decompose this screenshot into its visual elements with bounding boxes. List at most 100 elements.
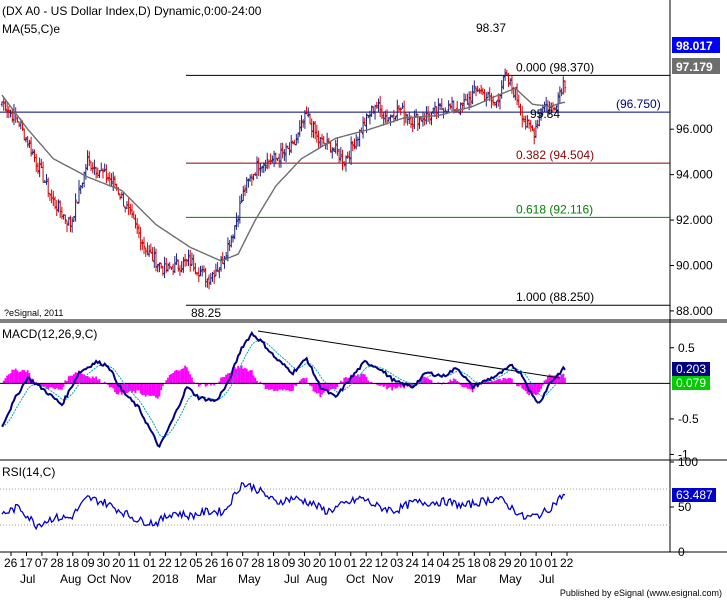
x-day-label: 01 (344, 556, 358, 570)
ma-badge-bg (672, 58, 720, 74)
x-day-label: 03 (390, 556, 404, 570)
x-day-label: 18 (267, 556, 281, 570)
x-day-label: 07 (236, 556, 250, 570)
x-day-label: 14 (421, 556, 435, 570)
x-day-label: 26 (4, 556, 18, 570)
annotation-swing-low: 95.84 (530, 107, 560, 121)
x-day-label: 08 (483, 556, 497, 570)
y-tick-label: 96.000 (676, 122, 713, 136)
footer-publisher: Published by eSignal (www.esignal.com) (560, 588, 722, 598)
chart-title: (DX A0 - US Dollar Index,D) Dynamic,0:00… (2, 4, 262, 18)
rsi-y-tick-label: 100 (678, 455, 698, 469)
signal-badge-bg (672, 376, 710, 390)
annotation-high: 98.37 (476, 21, 506, 35)
x-day-label: 30 (297, 556, 311, 570)
x-day-label: 17 (19, 556, 33, 570)
rsi-y-axis: 100 50 0 (670, 455, 698, 559)
price-badge-bg (672, 37, 720, 53)
rsi-y-tick-label: 50 (678, 500, 692, 514)
main-y-axis: 88.000 90.000 92.000 94.000 96.000 (670, 122, 713, 318)
x-month-label: 2019 (414, 572, 441, 586)
x-day-label: 28 (50, 556, 64, 570)
x-day-label: 25 (452, 556, 466, 570)
rsi-y-tick-label: 0 (678, 545, 685, 559)
fib-level-labels: 0.000 (98.370) (96.750) 0.382 (94.504) 0.61… (516, 60, 661, 304)
price-candles (0, 68, 567, 290)
x-month-label: Mar (456, 572, 477, 586)
macd-signal-line (1, 340, 566, 438)
panel-frames (0, 0, 727, 553)
macd-trendline (257, 330, 561, 379)
x-month-label: Mar (196, 572, 217, 586)
x-day-label: 29 (498, 556, 512, 570)
fib-level-label: (96.750) (616, 97, 661, 111)
rsi-line (1, 481, 566, 531)
x-day-label: 12 (375, 556, 389, 570)
x-day-label: 20 (313, 556, 327, 570)
x-month-label: Jul (284, 572, 299, 586)
x-day-label: 01 (545, 556, 559, 570)
x-month-label: Nov (110, 572, 131, 586)
x-day-label: 20 (112, 556, 126, 570)
x-day-label: 10 (529, 556, 543, 570)
x-month-label: May (238, 572, 261, 586)
main-levels (0, 74, 670, 306)
x-axis-month-labels: Jul Aug Oct Nov 2018 Mar May Jul Aug Oct Nov 2019 Ma… (20, 572, 554, 586)
x-day-label: 22 (359, 556, 373, 570)
x-day-label: 04 (436, 556, 450, 570)
x-day-label: 18 (66, 556, 80, 570)
ma-badge-text: 97.179 (676, 60, 713, 74)
macd-y-tick-label: -0.5 (678, 412, 699, 426)
x-day-label: 09 (282, 556, 296, 570)
x-month-label: Jul (20, 572, 35, 586)
x-day-label: 30 (97, 556, 111, 570)
x-axis-day-labels: 26 17 07 28 18 09 30 20 11 01 22 12 05 26 16 07 28 18 09 30… (4, 552, 574, 570)
x-month-label: 2018 (152, 572, 179, 586)
macd-title: MACD(12,26,9,C) (2, 327, 97, 341)
x-day-label: 12 (174, 556, 188, 570)
y-tick-label: 94.000 (676, 168, 713, 182)
x-month-label: Aug (60, 572, 81, 586)
y-tick-label: 90.000 (676, 258, 713, 272)
price-badge: 98.017 (672, 37, 720, 53)
fib-level-label: 0.382 (94.504) (516, 148, 594, 162)
macd-badge-bg (672, 362, 710, 376)
y-tick-label: 88.000 (676, 304, 713, 318)
ma-legend: MA(55,C)e (2, 22, 60, 36)
x-day-label: 01 (143, 556, 157, 570)
macd-histogram (2, 365, 566, 399)
x-month-label: Oct (346, 572, 365, 586)
macd-y-axis: 0.5 -0.5 -1 (670, 341, 699, 461)
price-badge-text: 98.017 (676, 39, 713, 53)
x-day-label: 24 (406, 556, 420, 570)
y-tick-label: 92.000 (676, 213, 713, 227)
rsi-badge-bg (672, 488, 716, 502)
x-day-label: 18 (467, 556, 481, 570)
fib-level-label: 0.618 (92.116) (516, 202, 593, 216)
x-month-label: Aug (306, 572, 327, 586)
x-day-label: 26 (205, 556, 219, 570)
fib-level-label: 0.000 (98.370) (516, 60, 594, 74)
x-day-label: 22 (560, 556, 574, 570)
esignal-copyright: ?eSignal, 2011 (4, 308, 63, 318)
rsi-title: RSI(14,C) (2, 465, 55, 479)
x-day-label: 11 (128, 556, 141, 570)
macd-badge-text: 0.203 (676, 362, 706, 376)
rsi-badge-text: 63.487 (676, 488, 713, 502)
x-day-label: 07 (35, 556, 49, 570)
x-month-label: Nov (372, 572, 393, 586)
rsi-badge: 63.487 (672, 488, 716, 502)
signal-badge-text: 0.079 (676, 376, 706, 390)
x-month-label: Jul (539, 572, 554, 586)
macd-badge: 0.203 (672, 362, 710, 376)
annotation-low: 88.25 (191, 306, 221, 320)
signal-badge: 0.079 (672, 376, 710, 390)
x-day-label: 16 (220, 556, 234, 570)
x-day-label: 05 (189, 556, 203, 570)
x-day-label: 10 (328, 556, 342, 570)
macd-line (1, 330, 566, 448)
macd-y-tick-label: 0.5 (678, 341, 695, 355)
ma-badge: 97.179 (672, 58, 720, 74)
macd-y-tick-label: -1 (678, 447, 689, 461)
